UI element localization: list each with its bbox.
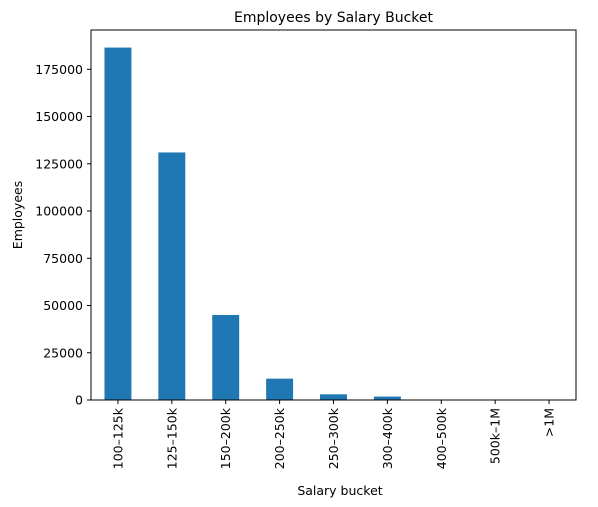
x-tick-label: >1M: [542, 408, 557, 437]
bar-5: [373, 396, 401, 400]
y-tick-label: 175000: [35, 62, 83, 77]
x-tick-label: 400–500k: [434, 407, 449, 469]
y-tick-label: 75000: [43, 251, 83, 266]
bar-2: [212, 314, 240, 400]
x-tick-label: 100–125k: [110, 407, 125, 469]
chart-title: Employees by Salary Bucket: [234, 10, 434, 26]
bar-1: [158, 152, 186, 400]
x-tick-label: 200–250k: [272, 407, 287, 469]
x-axis-title: Salary bucket: [297, 483, 382, 498]
y-axis: 0 25000 50000 75000 100000 125000 150000 175000: [35, 62, 91, 408]
y-tick-label: 0: [75, 393, 83, 408]
y-tick-label: 100000: [35, 204, 83, 219]
x-axis: 100–125k 125–150k 150–200k 200–250k 250–300k…: [110, 400, 557, 469]
x-tick-label: 125–150k: [164, 407, 179, 469]
y-tick-label: 125000: [35, 156, 83, 171]
y-tick-label: 150000: [35, 109, 83, 124]
bar-4: [320, 394, 347, 400]
x-tick-label: 250–300k: [326, 407, 341, 469]
x-tick-label: 500k–1M: [488, 408, 503, 464]
bars-group: [104, 47, 401, 400]
x-tick-label: 300–400k: [380, 407, 395, 469]
y-tick-label: 50000: [43, 298, 83, 313]
x-tick-label: 150–200k: [218, 407, 233, 469]
y-axis-title: Employees: [10, 181, 25, 249]
bar-3: [266, 378, 294, 400]
y-tick-label: 25000: [43, 345, 83, 360]
bar-0: [104, 47, 132, 400]
